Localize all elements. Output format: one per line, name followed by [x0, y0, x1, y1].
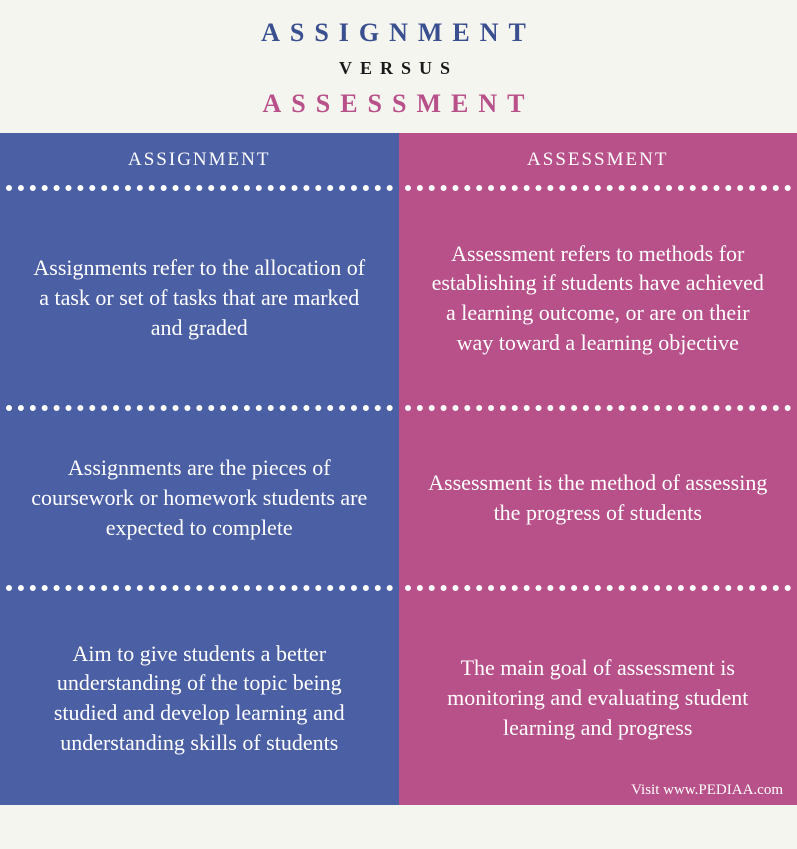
title-assignment: ASSIGNMENT	[0, 18, 797, 48]
title-versus: VERSUS	[0, 58, 797, 79]
column-assignment: ASSIGNMENT Assignments refer to the allo…	[0, 133, 399, 805]
assignment-cell-3: Aim to give students a better understand…	[0, 591, 399, 805]
assessment-cell-2: Assessment is the method of assessing th…	[399, 411, 797, 585]
column-assessment: ASSESSMENT Assessment refers to methods …	[399, 133, 797, 805]
title-assessment: ASSESSMENT	[0, 89, 797, 119]
assignment-cell-1: Assignments refer to the allocation of a…	[0, 191, 399, 405]
comparison-columns: ASSIGNMENT Assignments refer to the allo…	[0, 133, 797, 805]
assessment-cell-1: Assessment refers to methods for establi…	[399, 191, 797, 405]
header: ASSIGNMENT VERSUS ASSESSMENT	[0, 0, 797, 133]
assignment-cell-2: Assignments are the pieces of coursework…	[0, 411, 399, 585]
footer-credit: Visit www.PEDIAA.com	[631, 782, 783, 799]
column-assessment-header: ASSESSMENT	[399, 133, 797, 185]
column-assignment-header: ASSIGNMENT	[0, 133, 399, 185]
assessment-cell-3: The main goal of assessment is monitorin…	[399, 591, 797, 805]
